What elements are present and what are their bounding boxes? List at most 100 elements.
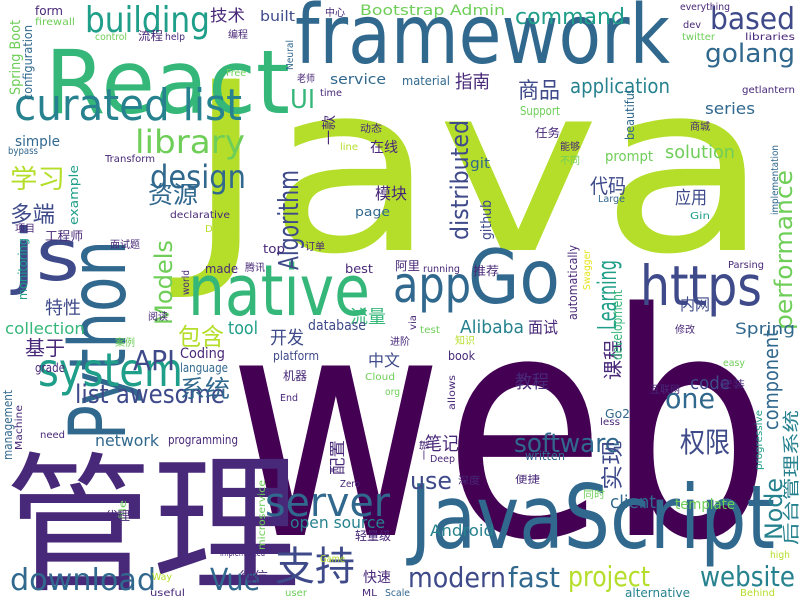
word: Spring Boot: [8, 20, 24, 95]
word: 机器: [283, 369, 307, 383]
word: 面试: [528, 318, 558, 337]
word: 知识: [455, 334, 475, 347]
word: 微信: [240, 570, 268, 586]
word: prompt: [605, 149, 653, 165]
word: network: [95, 431, 160, 450]
word: framework: [295, 0, 670, 83]
word: 中心: [325, 6, 345, 19]
word: 开发: [270, 328, 304, 349]
word: 商品: [518, 79, 560, 104]
word: time: [320, 88, 342, 99]
word: 能够: [560, 140, 580, 153]
word: org: [385, 387, 400, 398]
word: Support: [520, 104, 560, 118]
word: website: [700, 560, 795, 593]
word: written: [525, 449, 565, 463]
word: Way: [152, 572, 172, 583]
word: 深度: [458, 474, 480, 487]
word: database: [308, 318, 366, 334]
word: simple: [15, 134, 60, 150]
word: list awesome: [75, 380, 225, 410]
word: book: [448, 349, 475, 363]
word: 项目: [15, 223, 35, 235]
word: 应用: [675, 188, 707, 209]
word: best: [345, 262, 373, 276]
word: 系统: [180, 375, 230, 403]
word: world: [181, 270, 192, 295]
word: 轻量级: [355, 529, 391, 543]
word: 任务: [535, 125, 560, 140]
word: firewall: [35, 17, 75, 28]
word: 工程师: [45, 228, 83, 243]
word: 阅读: [148, 310, 168, 323]
word: 安装: [720, 378, 745, 391]
word: everything: [680, 2, 730, 13]
word: code: [690, 373, 730, 394]
word: solution: [665, 142, 735, 163]
word: 流程: [138, 28, 163, 43]
word: 互联网: [650, 384, 680, 396]
word: line: [340, 142, 358, 153]
word: collection: [5, 319, 85, 338]
word: implementation: [770, 145, 781, 215]
word: file: [118, 500, 129, 520]
word: system: [38, 343, 183, 397]
word: microservice: [257, 480, 268, 550]
word: 流量: [350, 307, 386, 328]
word: 阿里: [395, 259, 420, 273]
word: 模块: [375, 184, 407, 203]
word: progressive: [754, 410, 765, 470]
word: 指南: [455, 72, 490, 93]
word: use: [410, 467, 452, 495]
word: git: [470, 156, 491, 172]
word: 配置: [328, 440, 347, 475]
word: project: [568, 560, 650, 593]
word: Learning: [593, 260, 623, 330]
word: service: [330, 72, 386, 88]
word: Android: [430, 521, 494, 540]
word: Parsing: [728, 260, 764, 271]
word: page: [355, 205, 390, 219]
word: 资源: [148, 181, 198, 209]
word: js: [10, 213, 80, 297]
word: 内网: [680, 295, 710, 314]
word: series: [705, 99, 755, 118]
word: less: [600, 417, 620, 428]
word: useful: [150, 588, 185, 599]
word: design: [150, 158, 246, 196]
word: automatically: [566, 245, 580, 320]
word: client: [610, 492, 656, 513]
word: Gin: [690, 211, 710, 222]
word: test: [420, 325, 440, 336]
word: Cloud: [365, 372, 395, 383]
word: configuration: [21, 25, 35, 100]
word: declarative: [170, 210, 230, 221]
word: 订单: [305, 241, 325, 253]
word: dev: [683, 20, 701, 31]
word: made: [205, 262, 238, 276]
word: alternative: [625, 586, 690, 600]
word: implemented: [220, 548, 265, 559]
word: grade: [35, 361, 65, 375]
word: de: [118, 464, 132, 475]
word: Behind: [740, 588, 775, 599]
word: 同时: [583, 489, 605, 501]
word: curated list: [14, 80, 242, 131]
word: 在线: [370, 140, 398, 156]
word: help: [165, 32, 185, 43]
word: application: [570, 74, 670, 98]
word: example: [67, 165, 81, 225]
word: Machine: [14, 405, 25, 450]
word: 老师: [297, 72, 315, 85]
word: 支持: [275, 544, 355, 590]
word: Vue: [210, 563, 260, 598]
word: React: [45, 31, 290, 134]
word: building: [85, 0, 210, 41]
word: Deep: [430, 454, 455, 465]
word: native: [188, 250, 370, 332]
word: 推荐: [473, 264, 499, 278]
word: 管理: [5, 440, 300, 600]
word: Node: [760, 478, 788, 540]
word: https: [640, 254, 762, 318]
word: performance: [770, 170, 798, 330]
